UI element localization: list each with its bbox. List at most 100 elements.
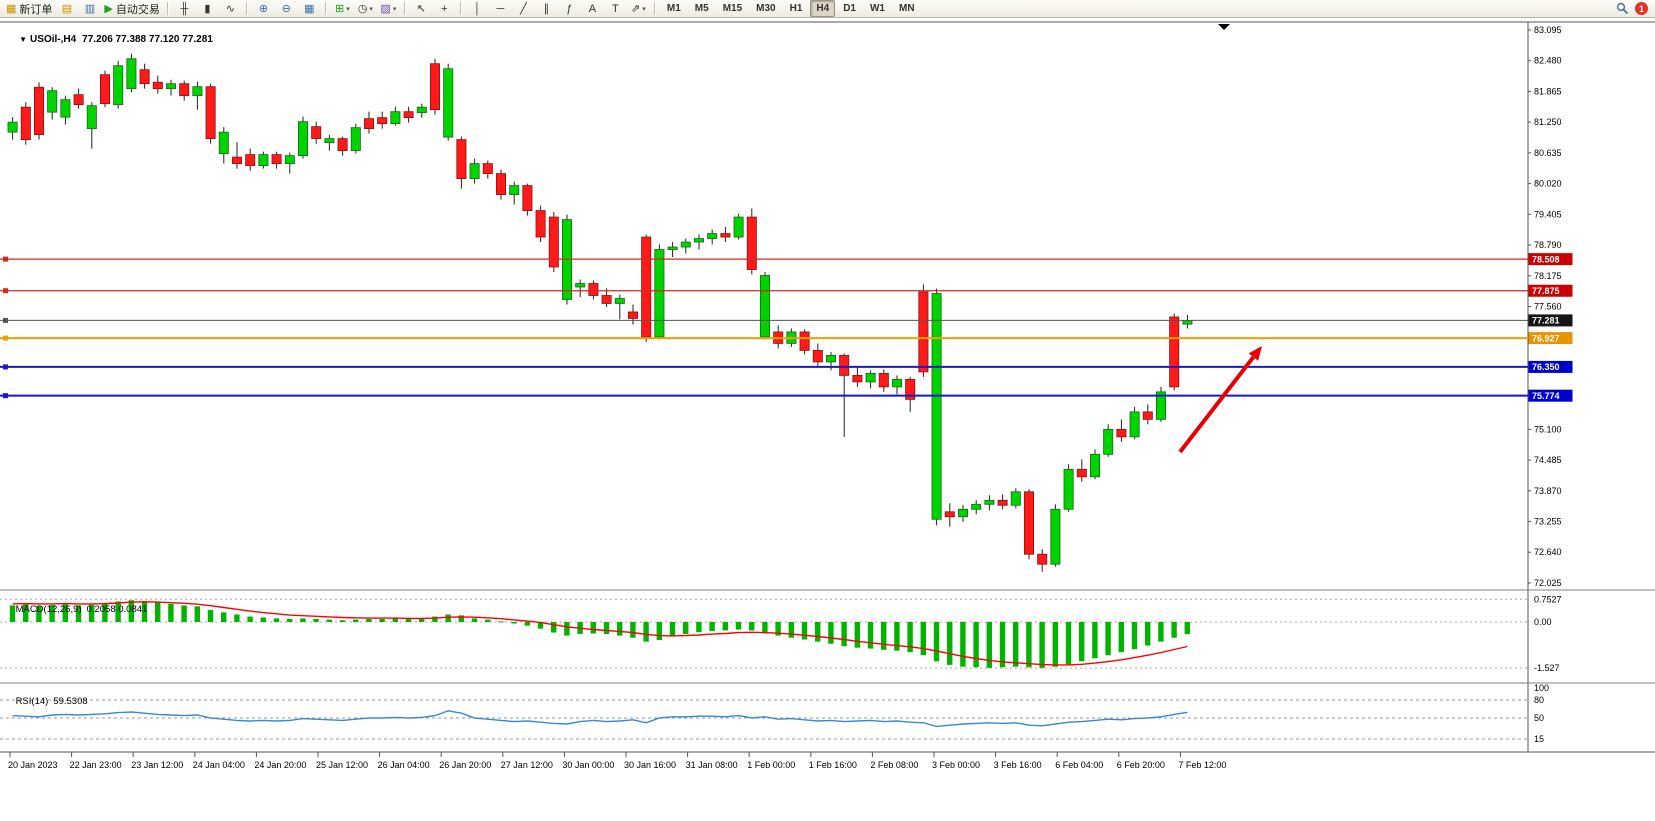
candlestick-chart-icon[interactable]: ▮ <box>196 0 219 18</box>
time-axis-label: 30 Jan 00:00 <box>562 760 614 770</box>
candle-bull <box>958 508 969 518</box>
time-axis-label: 2 Feb 08:00 <box>870 760 918 770</box>
timeframe-mn[interactable]: MN <box>898 3 915 14</box>
candle-bull <box>258 154 269 167</box>
macd-bar <box>1013 622 1019 667</box>
candle-bull <box>971 503 982 510</box>
price-axis-label: 73.255 <box>1534 517 1562 527</box>
autotrading-button[interactable]: ▶ 自动交易 <box>101 0 162 18</box>
support-line-2-handle[interactable] <box>3 393 8 399</box>
current-price-line-handle[interactable] <box>3 317 8 323</box>
pivot-line-handle[interactable] <box>3 335 8 341</box>
candle-bull <box>733 216 744 238</box>
annotation-arrow[interactable] <box>1178 355 1256 454</box>
timeframe-h4[interactable]: H4 <box>810 0 836 17</box>
timeframe-m30[interactable]: M30 <box>756 3 776 14</box>
resistance-line-2-handle[interactable] <box>3 288 8 294</box>
horizontal-line-icon[interactable]: ─ <box>489 0 512 18</box>
candle-bull <box>707 233 718 239</box>
vertical-line-icon[interactable]: │ <box>466 0 489 18</box>
autotrading-button-label: 自动交易 <box>115 3 160 16</box>
macd-bar <box>485 619 491 622</box>
new-order-button[interactable]: ▦ 新订单 <box>3 0 55 18</box>
add-indicator-icon[interactable]: ⊞ ▾ <box>331 0 354 18</box>
support-line-1-handle[interactable] <box>3 364 8 370</box>
chart-shift-marker[interactable] <box>1218 24 1230 30</box>
zoom-in-icon[interactable]: ⊕ <box>252 0 275 18</box>
chart-canvas: 83.095 82.480 81.865 81.250 80.635 80.020 79.4… <box>0 21 1655 775</box>
time-axis[interactable] <box>0 752 1528 775</box>
macd-bar <box>590 622 596 634</box>
macd-bar <box>722 622 728 631</box>
macd-bar <box>300 618 306 622</box>
line-chart-icon[interactable]: ∿ <box>219 0 242 18</box>
chart-window-icon[interactable]: ▤ <box>55 0 78 18</box>
timeframe-m15[interactable]: M15 <box>722 3 743 14</box>
tile-windows-icon[interactable]: ▦ <box>298 0 321 18</box>
candle-bull <box>192 86 203 97</box>
price-axis-label: 78.175 <box>1534 271 1562 281</box>
trendline-icon[interactable]: ╱ <box>512 0 535 18</box>
fibonacci-icon: ƒ <box>566 2 573 15</box>
price-axis[interactable] <box>1528 22 1655 752</box>
text-label-icon[interactable]: T <box>604 0 627 18</box>
macd-axis-label: -1.527 <box>1534 663 1560 673</box>
support-line-2-badge-label: 75.774 <box>1532 391 1560 401</box>
candle-bear <box>205 86 216 140</box>
macd-bar <box>471 618 478 622</box>
chart-window-icon: ▤ <box>61 2 73 15</box>
arrows-icon[interactable]: ⇗ ▾ <box>627 0 650 18</box>
current-price-line-badge <box>1528 314 1573 327</box>
one-click-trading-toggle[interactable]: ▼ <box>19 35 28 44</box>
macd-bar <box>788 622 794 638</box>
macd-bar <box>669 622 676 637</box>
candle-bull <box>126 58 137 90</box>
timeframe-h1[interactable]: H1 <box>789 3 803 14</box>
price-axis-label: 81.865 <box>1534 86 1562 96</box>
timeframe-m1[interactable]: M1 <box>666 3 681 14</box>
macd-bar <box>89 604 95 622</box>
zoom-out-icon[interactable]: ⊖ <box>275 0 298 18</box>
candle-bull <box>1010 491 1021 506</box>
text-icon[interactable]: A <box>581 0 604 18</box>
search-icon[interactable] <box>1616 2 1629 15</box>
candle-bull <box>931 293 942 520</box>
period-clock-icon[interactable]: ◷ ▾ <box>354 0 377 18</box>
macd-bar <box>1105 622 1111 656</box>
resistance-line-1-handle[interactable] <box>3 256 8 262</box>
macd-histogram <box>9 600 1190 668</box>
crosshair-icon[interactable]: + <box>433 0 456 18</box>
annotation-arrow-head[interactable] <box>1248 346 1262 361</box>
timeframe-m5[interactable]: M5 <box>694 3 709 14</box>
candle-bear <box>1169 316 1180 388</box>
macd-bar <box>683 622 689 635</box>
time-axis-label: 7 Feb 12:00 <box>1178 760 1226 770</box>
fibonacci-icon[interactable]: ƒ <box>558 0 581 18</box>
macd-bar <box>62 604 68 622</box>
channel-icon[interactable]: ∥ <box>535 0 558 18</box>
candle-bear <box>1116 428 1127 438</box>
cursor-icon[interactable]: ↖ <box>410 0 433 18</box>
candle-bull <box>165 83 176 90</box>
text-icon: A <box>588 2 597 15</box>
notification-badge[interactable]: 1 <box>1635 2 1648 15</box>
templates-icon[interactable]: ▨ ▾ <box>377 0 400 18</box>
bar-chart-icon[interactable]: ╫ <box>173 0 196 18</box>
timeframe-w1[interactable]: W1 <box>869 3 885 14</box>
candle-bull <box>1090 453 1101 478</box>
candle-bear <box>152 81 163 90</box>
time-axis-label: 6 Feb 04:00 <box>1055 760 1103 770</box>
time-axis-label: 26 Jan 04:00 <box>378 760 430 770</box>
profiles-icon[interactable]: ▥ <box>78 0 101 18</box>
chevron-down-icon: ▾ <box>346 5 350 13</box>
candle-bear <box>245 154 256 167</box>
macd-bar <box>1145 622 1151 646</box>
resistance-line-1-badge-label: 78.508 <box>1532 254 1560 264</box>
macd-axis-label: 0.7527 <box>1534 594 1562 604</box>
macd-bar <box>920 622 926 656</box>
timeframe-d1[interactable]: D1 <box>843 3 856 14</box>
candle-bear <box>377 117 388 125</box>
macd-bar <box>907 622 913 653</box>
new-order-button-label: 新订单 <box>19 3 53 16</box>
candle-bear <box>852 375 863 383</box>
